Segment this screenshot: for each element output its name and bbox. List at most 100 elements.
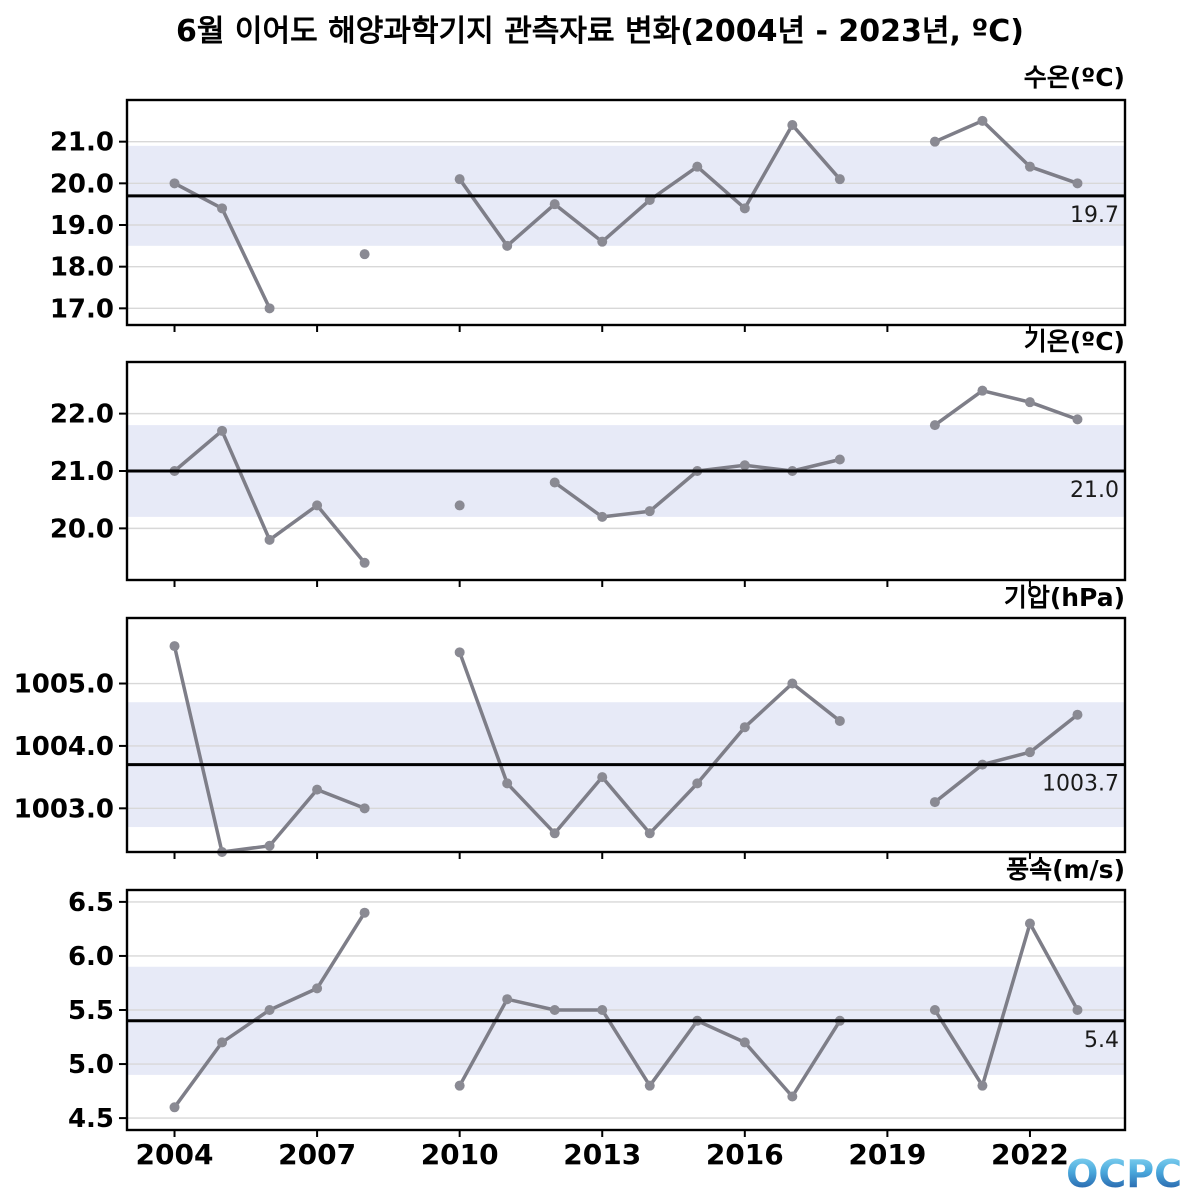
data-point	[1072, 414, 1083, 425]
data-point	[1024, 747, 1035, 758]
data-series	[933, 921, 1080, 1088]
data-point	[359, 249, 370, 260]
panel-label-wind-speed: 풍속(m/s)	[1006, 855, 1125, 884]
data-point	[502, 778, 513, 789]
mean-annotation: 5.4	[1084, 1028, 1119, 1053]
data-point	[929, 420, 940, 431]
y-tick-label: 5.5	[68, 996, 114, 1026]
ocpc-logo: OCPC	[1066, 1152, 1182, 1196]
y-tick-label: 20.0	[50, 169, 114, 199]
plot-frame	[125, 360, 1127, 582]
data-point	[264, 840, 275, 851]
data-series	[933, 712, 1080, 804]
data-point	[169, 1102, 180, 1113]
data-point	[977, 385, 988, 396]
y-tick-label: 19.0	[50, 211, 114, 241]
data-series	[933, 388, 1080, 427]
y-tick-label: 1004.0	[14, 732, 114, 762]
data-point	[169, 178, 180, 189]
panel-label-water-temp: 수온(ºC)	[1023, 63, 1125, 92]
data-point	[834, 174, 845, 185]
data-point	[644, 506, 655, 517]
y-tick-label: 17.0	[50, 294, 114, 324]
data-point	[692, 778, 703, 789]
data-point	[834, 715, 845, 726]
data-point	[217, 1037, 228, 1048]
data-point	[1024, 161, 1035, 172]
data-point	[264, 303, 275, 314]
y-tick-label: 21.0	[50, 128, 114, 158]
data-point	[929, 1005, 940, 1015]
data-point	[1072, 178, 1083, 189]
data-point	[597, 772, 608, 783]
data-point	[454, 647, 465, 658]
data-point	[502, 240, 513, 251]
data-point	[312, 784, 323, 795]
data-point	[597, 511, 608, 522]
data-point	[977, 115, 988, 126]
chart-svg: 1005.0 1004.0 1003.0 1003.7	[14, 616, 1127, 859]
data-point	[359, 803, 370, 814]
data-point	[502, 994, 513, 1005]
data-point	[597, 1005, 608, 1015]
data-point	[787, 678, 798, 689]
data-point	[1024, 918, 1035, 929]
chart-svg: 6.5 6.0 5.5 5.0 4.5 5.4	[68, 888, 1127, 1137]
data-point	[454, 500, 465, 511]
data-point	[454, 174, 465, 185]
data-point	[312, 983, 323, 994]
data-point	[264, 1005, 275, 1015]
data-point	[739, 460, 750, 471]
y-tick-label: 22.0	[50, 400, 114, 430]
y-tick-label: 6.5	[68, 888, 114, 918]
data-point	[1072, 1005, 1083, 1015]
chart-svg: 22.0 21.0 20.0 21.0	[50, 360, 1127, 587]
data-point	[169, 641, 180, 652]
panel-label-pressure: 기압(hPa)	[1003, 583, 1125, 612]
y-tick-label: 1005.0	[14, 670, 114, 700]
y-tick-label: 18.0	[50, 253, 114, 283]
data-point	[834, 454, 845, 465]
data-point	[1072, 709, 1083, 720]
data-point	[549, 199, 560, 210]
mean-annotation: 21.0	[1070, 478, 1119, 503]
panel-label-air-temp: 기온(ºC)	[1023, 327, 1125, 356]
data-point	[644, 195, 655, 205]
data-point	[359, 907, 370, 918]
data-point	[977, 1080, 988, 1091]
y-tick-label: 21.0	[50, 457, 114, 487]
plot-frame	[125, 98, 1127, 327]
data-point	[312, 500, 323, 511]
mean-annotation: 19.7	[1070, 203, 1119, 228]
mean-annotation: 1003.7	[1042, 772, 1119, 797]
data-point	[787, 1091, 798, 1102]
data-point	[264, 534, 275, 545]
data-point	[549, 828, 560, 839]
data-point	[739, 203, 750, 214]
data-point	[644, 828, 655, 839]
data-point	[929, 136, 940, 147]
chart-title: 6월 이어도 해양과학기지 관측자료 변화(2004년 - 2023년, ºC)	[176, 14, 1024, 49]
data-point	[739, 1037, 750, 1048]
data-point	[454, 1080, 465, 1091]
data-point	[644, 1080, 655, 1091]
y-tick-label: 6.0	[68, 942, 114, 972]
plot-frame	[125, 616, 1127, 854]
y-tick-label: 20.0	[50, 514, 114, 544]
y-tick-label: 4.5	[68, 1104, 114, 1134]
data-point	[217, 425, 228, 436]
data-series	[933, 119, 1080, 186]
data-point	[597, 236, 608, 247]
y-tick-label: 5.0	[68, 1050, 114, 1080]
data-point	[359, 557, 370, 568]
chart-svg: 21.0 20.0 19.0 18.0 17.0 19.7	[50, 98, 1127, 332]
data-point	[929, 797, 940, 808]
data-point	[739, 722, 750, 733]
data-point	[549, 477, 560, 488]
y-tick-label: 1003.0	[14, 794, 114, 824]
plot-frame	[125, 888, 1127, 1132]
data-point	[1024, 397, 1035, 408]
data-point	[217, 203, 228, 214]
data-point	[787, 120, 798, 130]
